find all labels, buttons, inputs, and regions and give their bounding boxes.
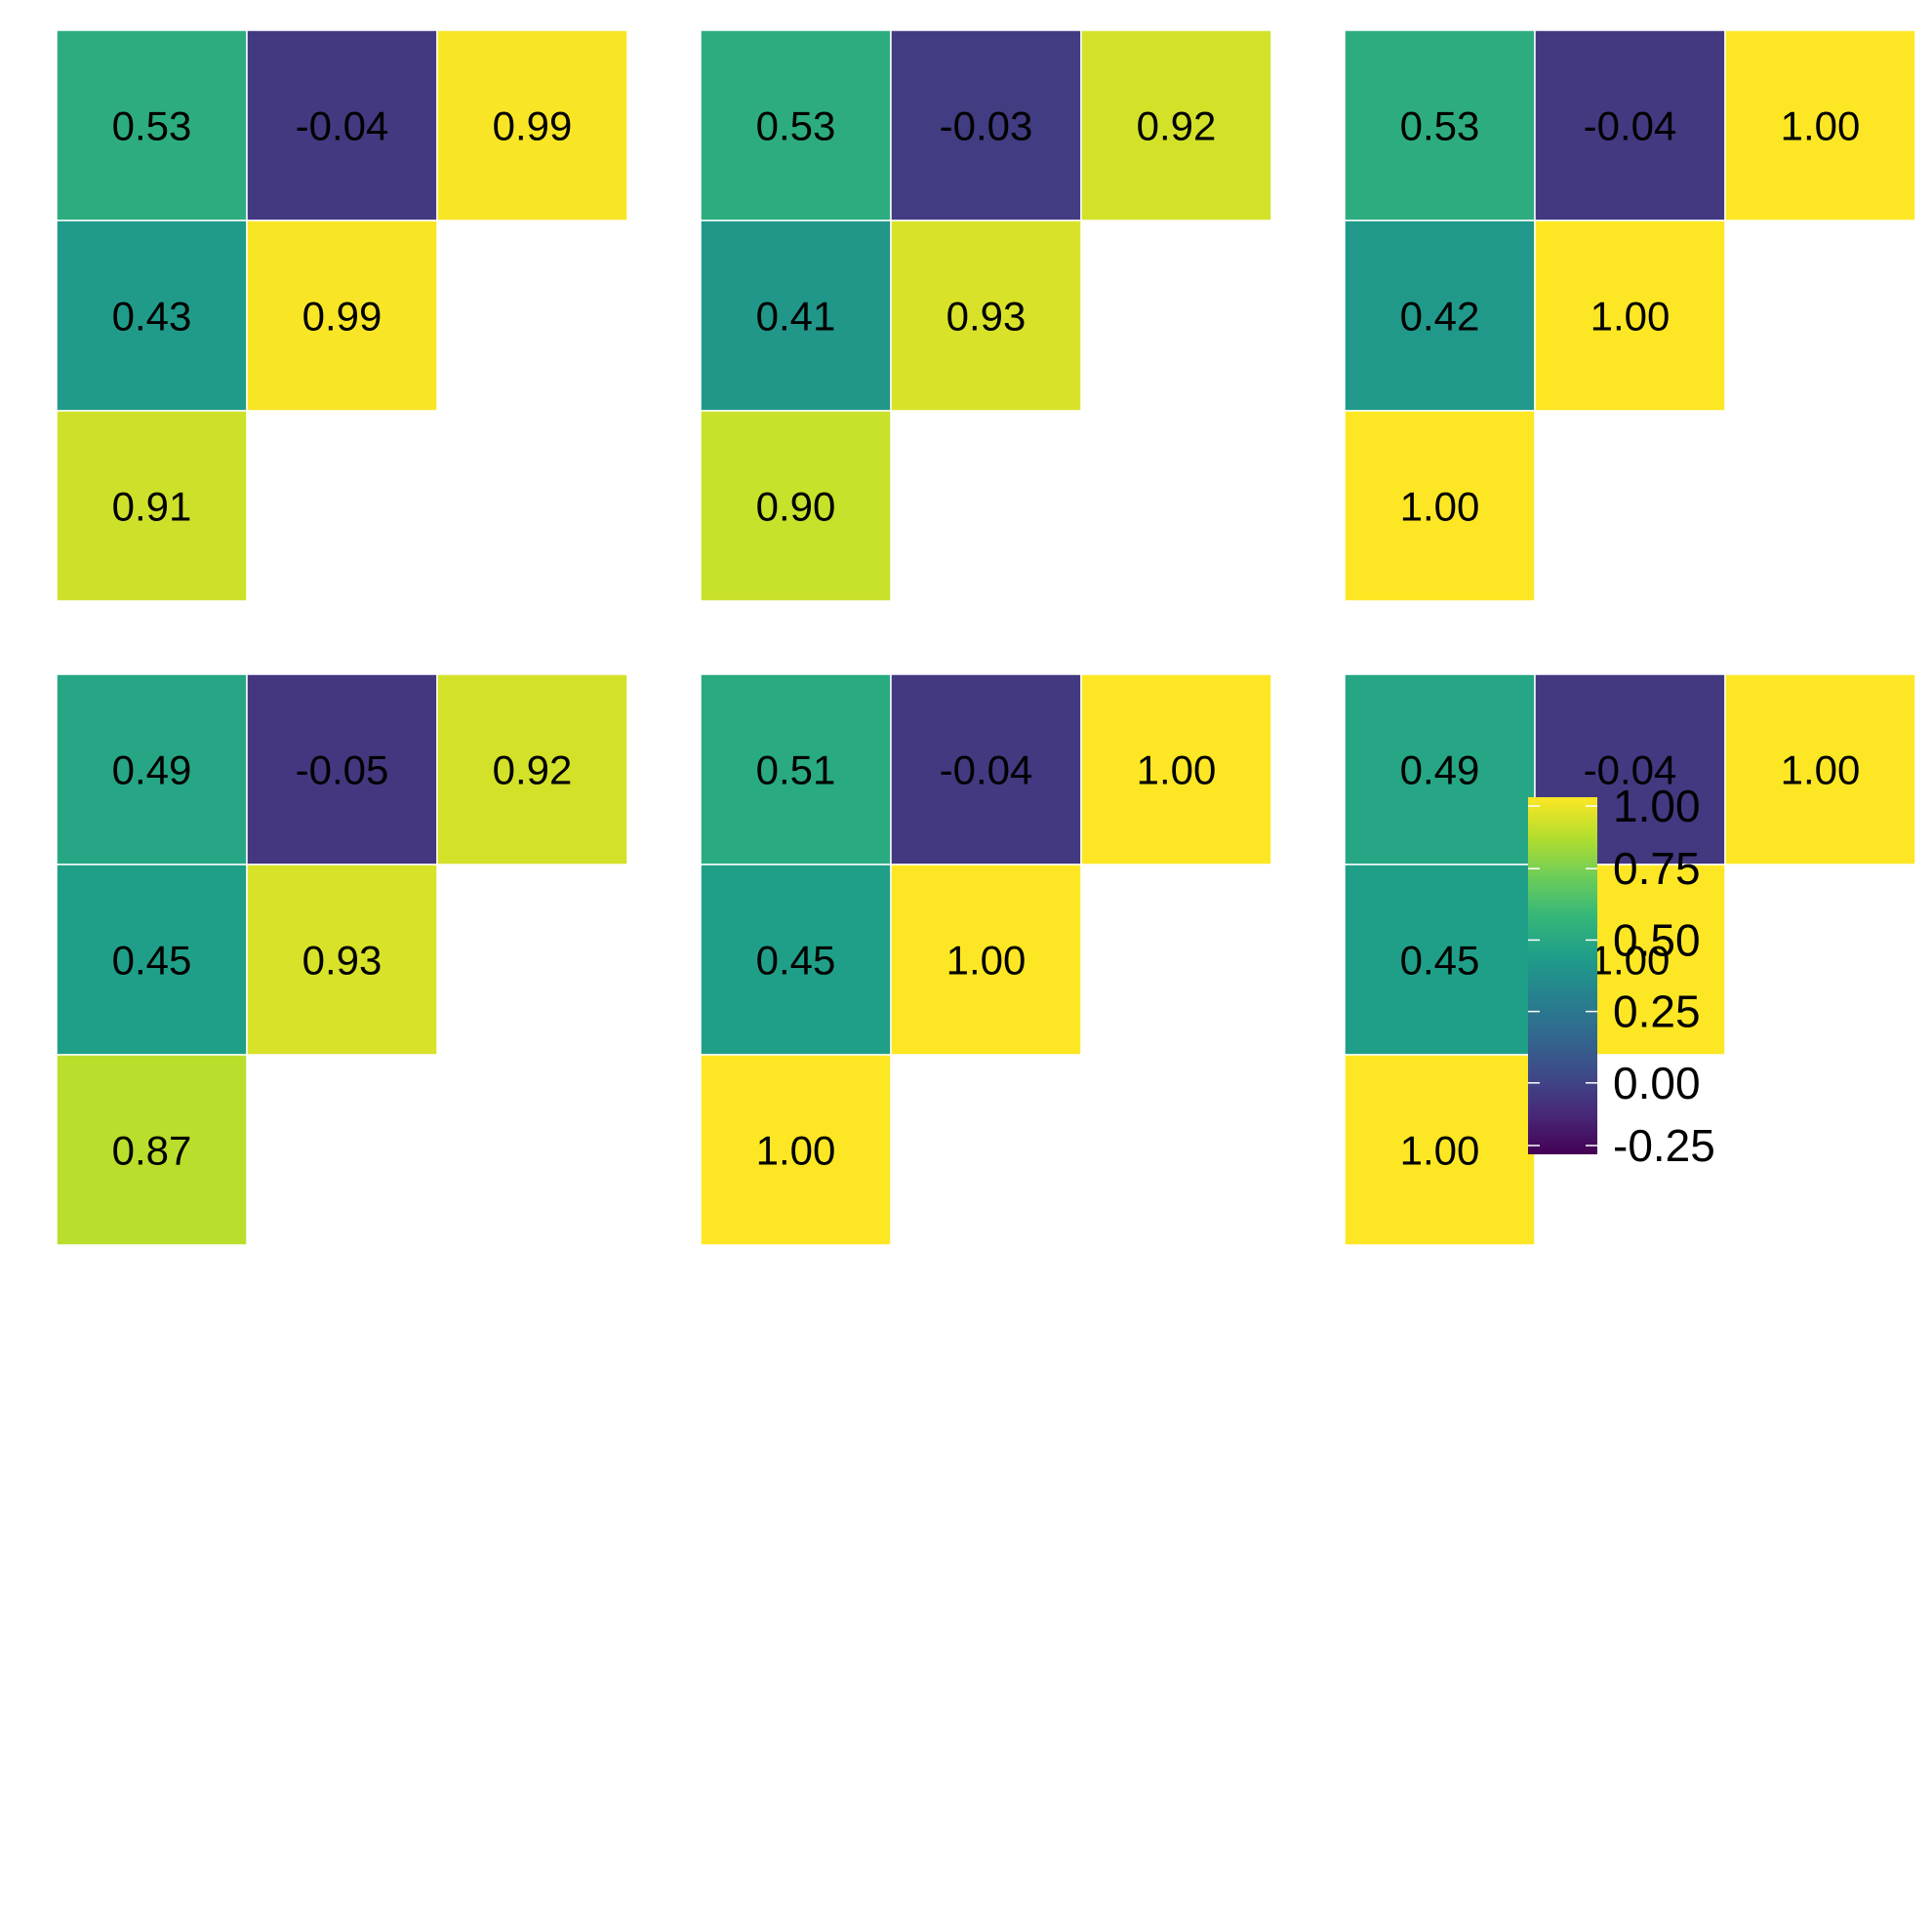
cell-value-label: 1.00 bbox=[1590, 294, 1670, 340]
cell-value-label: 0.90 bbox=[756, 484, 836, 530]
heatmap-panel-2: 0.53 -0.03 0.92 0.41 0.93 0.90 bbox=[700, 29, 1272, 602]
cell-value-label: 0.92 bbox=[493, 747, 573, 793]
cell-value-label: 0.87 bbox=[112, 1128, 192, 1174]
cell-value-label: 1.00 bbox=[946, 938, 1026, 984]
cell-value-label: -0.05 bbox=[296, 747, 389, 793]
heatmap-panels: 0.53 -0.04 0.990.43 0.990.910.53 -0.03 0.920.… bbox=[56, 29, 1916, 1246]
colorbar-tick-label: 0.75 bbox=[1613, 843, 1701, 894]
cell-value-label: 0.45 bbox=[1400, 938, 1480, 984]
cell-value-label: 0.53 bbox=[112, 103, 192, 149]
heatmap-cell bbox=[700, 29, 892, 221]
heatmap-cell bbox=[700, 864, 892, 1056]
colorbar-tick-label: -0.25 bbox=[1613, 1120, 1715, 1171]
heatmap-panel-3: 0.53 -0.04 1.00 0.42 1.00 1.00 bbox=[1344, 29, 1916, 602]
heatmap-cell bbox=[1534, 220, 1726, 412]
heatmap-panel-5: 0.51 -0.04 1.00 0.45 1.00 1.00 bbox=[700, 673, 1272, 1246]
colorbar-tick-label: 0.50 bbox=[1613, 914, 1701, 965]
heatmap-cell bbox=[56, 1054, 248, 1246]
cell-value-label: 0.99 bbox=[493, 103, 573, 149]
cell-value-label: 1.00 bbox=[756, 1128, 836, 1174]
heatmap-cell bbox=[890, 29, 1082, 221]
heatmap-cell bbox=[246, 864, 438, 1056]
cell-value-label: 0.42 bbox=[1400, 294, 1480, 340]
colorbar-tick-label: 0.25 bbox=[1613, 986, 1701, 1037]
cell-value-label: -0.04 bbox=[1584, 747, 1677, 793]
colorbar-ticks: 1.00 0.75 0.50 0.25 0.00 -0.25 bbox=[1528, 781, 1715, 1171]
cell-value-label: 0.92 bbox=[1137, 103, 1217, 149]
heatmap-cell bbox=[1344, 864, 1536, 1056]
heatmap-cell bbox=[890, 864, 1082, 1056]
colorbar-tick-label: 0.00 bbox=[1613, 1058, 1701, 1108]
heatmap-cell bbox=[1344, 29, 1536, 221]
cell-value-label: -0.04 bbox=[296, 103, 389, 149]
cell-value-label: 0.51 bbox=[756, 747, 836, 793]
cell-value-label: 0.41 bbox=[756, 294, 836, 340]
heatmap-cell bbox=[1724, 29, 1916, 221]
cell-value-label: 0.91 bbox=[112, 484, 192, 530]
cell-value-label: 1.00 bbox=[1781, 747, 1861, 793]
heatmap-cell bbox=[1080, 29, 1272, 221]
heatmap-cell bbox=[1724, 673, 1916, 865]
cell-value-label: 0.53 bbox=[756, 103, 836, 149]
heatmap-cell bbox=[700, 1054, 892, 1246]
cell-value-label: 0.53 bbox=[1400, 103, 1480, 149]
heatmap-cell bbox=[56, 673, 248, 865]
cell-value-label: 0.45 bbox=[756, 938, 836, 984]
heatmap-cell bbox=[1344, 410, 1536, 602]
heatmap-cell bbox=[56, 410, 248, 602]
cell-value-label: 0.49 bbox=[1400, 747, 1480, 793]
cell-value-label: 0.99 bbox=[302, 294, 382, 340]
heatmap-panel-1: 0.53 -0.04 0.99 0.43 0.99 0.91 bbox=[56, 29, 628, 602]
cell-value-label: 0.93 bbox=[302, 938, 382, 984]
cell-value-label: 0.49 bbox=[112, 747, 192, 793]
cell-value-label: 0.45 bbox=[112, 938, 192, 984]
heatmap-cell bbox=[890, 220, 1082, 412]
colorbar-legend: 1.00 0.75 0.50 0.25 0.00 -0.25 bbox=[1528, 781, 1715, 1171]
heatmap-cell bbox=[436, 29, 628, 221]
colorbar-tick-label: 1.00 bbox=[1613, 781, 1701, 831]
heatmap-cell bbox=[1344, 1054, 1536, 1246]
cell-value-label: -0.04 bbox=[1584, 103, 1677, 149]
heatmap-panel-4: 0.49 -0.05 0.92 0.45 0.93 0.87 bbox=[56, 673, 628, 1246]
heatmap-cell bbox=[1534, 29, 1726, 221]
heatmap-cell bbox=[1080, 673, 1272, 865]
cell-value-label: 1.00 bbox=[1781, 103, 1861, 149]
cell-value-label: 1.00 bbox=[1400, 1128, 1480, 1174]
heatmap-cell bbox=[436, 673, 628, 865]
cell-value-label: -0.03 bbox=[940, 103, 1033, 149]
cell-value-label: 0.93 bbox=[946, 294, 1026, 340]
heatmap-cell bbox=[56, 29, 248, 221]
heatmap-cell bbox=[246, 220, 438, 412]
heatmap-cell bbox=[700, 410, 892, 602]
cell-value-label: 1.00 bbox=[1590, 938, 1670, 984]
cell-value-label: 0.43 bbox=[112, 294, 192, 340]
heatmap-cell bbox=[246, 29, 438, 221]
heatmap-cell bbox=[1344, 220, 1536, 412]
cell-value-label: 1.00 bbox=[1400, 484, 1480, 530]
cell-value-label: 1.00 bbox=[1137, 747, 1217, 793]
heatmap-cell bbox=[700, 673, 892, 865]
colorbar bbox=[1528, 797, 1597, 1154]
cell-value-label: -0.04 bbox=[940, 747, 1033, 793]
